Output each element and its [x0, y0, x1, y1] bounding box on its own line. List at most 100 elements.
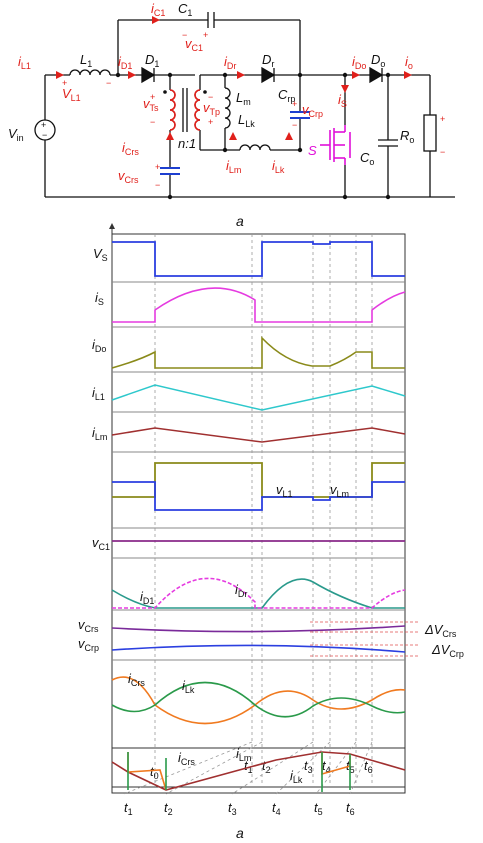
svg-text:−: − [182, 30, 187, 40]
trace-ido [111, 336, 405, 369]
annot-vcrp: vCrp [78, 636, 99, 653]
label-ilm: iLm [226, 158, 241, 175]
svg-text:−: − [440, 147, 445, 157]
annot-vl1: vL1 [276, 482, 293, 499]
current-arrows [56, 16, 412, 140]
circuit-labels: iC1 C1 vC1 iL1 L1 VL1 iD1 D1 iDr Dr iDo … [8, 1, 414, 185]
zoom-annot-icrs: iCrs [178, 750, 195, 767]
waveform-panel [109, 223, 406, 788]
polarity-dot-primary [203, 90, 207, 94]
label-il1: iL1 [18, 54, 31, 71]
svg-text:+: + [155, 162, 160, 172]
label-ilk: iLk [272, 158, 285, 175]
label-ido: iDo [352, 54, 366, 71]
waveform-labels: VS iS iDo iL1 iLm vC1 vL1 vLm iD1 iDr vC… [78, 246, 464, 781]
waveform-caption: a [236, 825, 244, 841]
trace-label-il1: iL1 [92, 385, 105, 402]
svg-text:−: − [155, 180, 160, 190]
trace-is [112, 287, 406, 323]
label-ro: Ro [400, 128, 414, 145]
label-is: iS [338, 92, 347, 109]
trace-vlm [112, 481, 405, 511]
circuit-capacitors-colored [160, 111, 310, 175]
switch-mosfet [320, 125, 351, 165]
label-ic1: iC1 [151, 1, 165, 18]
svg-text:+: + [150, 92, 155, 102]
svg-text:−: − [292, 120, 297, 130]
zoom-annot-ilk: iLk [290, 768, 303, 785]
svg-text:+: + [41, 120, 46, 130]
label-vts: vTs [143, 96, 159, 113]
trace-il1 [111, 384, 406, 411]
annot-icrs: iCrs [128, 671, 145, 688]
trace-delta-guides [310, 621, 420, 657]
svg-text:+: + [292, 99, 297, 109]
trace-vs [112, 241, 405, 277]
svg-text:−: − [208, 92, 213, 102]
circuit-junctions [115, 72, 391, 200]
label-vcrs: vCrs [118, 168, 139, 185]
annot-delta-vcrs: ΔVCrs [424, 622, 457, 639]
trace-vl1 [112, 462, 405, 498]
svg-text:−: − [106, 78, 111, 88]
label-l1: L1 [80, 52, 92, 69]
svg-text:+: + [62, 78, 67, 88]
zoom-annot-ilm: iLm [236, 746, 251, 763]
zoom-time-labels: t1 t2 t3 t4 t5 t6 [124, 800, 355, 817]
time-label-t1: t1 [244, 758, 253, 775]
annot-vlm: vLm [330, 482, 349, 499]
annot-idr: iDr [235, 582, 247, 599]
voltage-source-vin: + − [34, 119, 56, 141]
transformer [169, 89, 201, 131]
zoom-proj-2 [231, 741, 314, 795]
label-idr: iDr [224, 54, 236, 71]
label-id1: iD1 [118, 54, 132, 71]
label-crp: Crp [278, 87, 295, 104]
time-label-t4: t4 [322, 758, 331, 775]
zoom-labels: iCrs iLm iLk [178, 746, 303, 785]
trace-vcrp [111, 644, 406, 653]
label-io: io [405, 54, 413, 71]
label-switch: S [308, 143, 317, 158]
zoom-inset-panel [111, 747, 406, 794]
zoom-time-t1: t1 [124, 800, 133, 817]
label-do: Do [371, 52, 385, 69]
trace-id1 [111, 578, 405, 609]
zoom-proj-3 [275, 741, 331, 795]
label-llk: LLk [238, 112, 255, 129]
zoom-proj-0 [123, 741, 253, 795]
annot-ilk: iLk [182, 678, 195, 695]
zoom-time-t5: t5 [314, 800, 323, 817]
label-lm: Lm [236, 90, 251, 107]
time-label-t3: t3 [304, 758, 313, 775]
trace-label-ido: iDo [92, 337, 106, 354]
svg-text:+: + [440, 114, 445, 124]
label-d1: D1 [145, 52, 159, 69]
zoom-trace-ilk [127, 752, 351, 792]
zoom-time-t3: t3 [228, 800, 237, 817]
time-label-t2: t2 [262, 758, 271, 775]
svg-text:−: − [42, 130, 47, 140]
annot-delta-vcrp: ΔVCrp [431, 642, 464, 659]
waveform-traces [111, 241, 420, 725]
annot-id1: iD1 [140, 589, 154, 606]
svg-text:+: + [203, 30, 208, 40]
zoom-time-t4: t4 [272, 800, 281, 817]
zoom-traces [111, 751, 406, 792]
label-turns-ratio: n:1 [178, 136, 196, 151]
label-vl1: VL1 [62, 86, 81, 103]
zoom-time-t2: t2 [164, 800, 173, 817]
trace-icrs [111, 676, 406, 725]
trace-label-vs: VS [93, 246, 108, 263]
svg-text:−: − [150, 117, 155, 127]
zoom-time-t6: t6 [346, 800, 355, 817]
label-dr: Dr [262, 52, 274, 69]
trace-label-ilm: iLm [92, 425, 107, 442]
polarity-dot-secondary [163, 90, 167, 94]
label-vtp: vTp [203, 100, 220, 117]
trace-label-vc1: vC1 [92, 535, 110, 552]
trace-label-is: iS [95, 290, 104, 307]
time-label-t6: t6 [364, 758, 373, 775]
label-vin: Vin [8, 126, 24, 143]
